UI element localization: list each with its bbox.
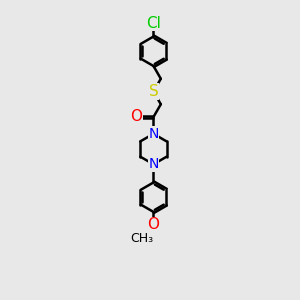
Text: S: S [148, 84, 158, 99]
Text: N: N [148, 157, 159, 171]
Text: O: O [148, 218, 160, 232]
Text: CH₃: CH₃ [130, 232, 153, 245]
Text: Cl: Cl [146, 16, 161, 31]
Text: O: O [130, 110, 142, 124]
Text: N: N [148, 127, 159, 141]
